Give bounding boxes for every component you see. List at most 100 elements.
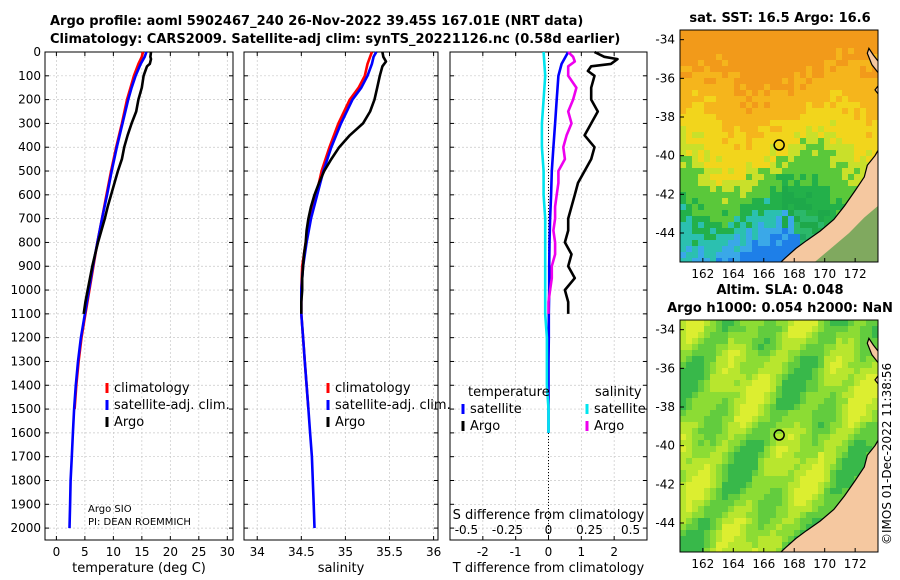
y-tick-label: 1700 bbox=[10, 450, 41, 464]
map-y-tick-label: -44 bbox=[655, 516, 675, 530]
map-x-tick-label: 172 bbox=[844, 267, 867, 281]
x-tick-label: 34 bbox=[250, 545, 265, 559]
legend-label: Argo bbox=[594, 419, 624, 434]
argo-location-marker bbox=[773, 139, 785, 151]
y-tick-label: 1500 bbox=[10, 402, 41, 416]
x-tick-label: 30 bbox=[220, 545, 235, 559]
x-axis-label: salinity bbox=[318, 561, 365, 576]
x-tick-label: -1 bbox=[510, 545, 522, 559]
map-y-tick-label: -38 bbox=[655, 400, 675, 414]
series-salinity-argo bbox=[547, 51, 578, 314]
x-tick-label: 1 bbox=[578, 545, 586, 559]
figure-title-line1: Argo profile: aoml 5902467_240 26-Nov-20… bbox=[50, 14, 584, 29]
map-y-tick-label: -34 bbox=[655, 323, 675, 337]
y-tick-label: 1400 bbox=[10, 378, 41, 392]
sla_map: 162 164 166 168 170 172 -34 -36 -38 -40 -42 -44 bbox=[655, 319, 879, 571]
x-tick-label: 25 bbox=[191, 545, 206, 559]
top-tick-label: -0.5 bbox=[455, 523, 478, 537]
x-tick-label: 0 bbox=[53, 545, 61, 559]
x-tick-label: 15 bbox=[134, 545, 149, 559]
map-y-tick-label: -38 bbox=[655, 110, 675, 124]
salinity-panel: 34 34.5 35 35.5 36 salinity climatology satelli… bbox=[243, 51, 451, 576]
legend-label: satellite bbox=[470, 402, 522, 417]
y-tick-label: 0 bbox=[33, 45, 41, 59]
y-tick-label: 300 bbox=[18, 116, 41, 130]
top-tick-label: -0.25 bbox=[492, 523, 523, 537]
map-y-tick-label: -40 bbox=[655, 149, 675, 163]
y-tick-label: 500 bbox=[18, 164, 41, 178]
temperature-panel: 0100200300400500600700800900100011001200… bbox=[10, 45, 234, 576]
land-2 bbox=[874, 85, 878, 95]
axes-frame bbox=[44, 51, 234, 541]
x-tick-label: 34.5 bbox=[288, 545, 315, 559]
x-tick-label: 35.5 bbox=[376, 545, 403, 559]
figure-title-line2: Climatology: CARS2009. Satellite-adj cli… bbox=[50, 32, 621, 47]
x-tick-label: 10 bbox=[106, 545, 121, 559]
x-tick-label: 20 bbox=[163, 545, 178, 559]
y-tick-label: 800 bbox=[18, 235, 41, 249]
map-x-tick-label: 172 bbox=[844, 557, 867, 571]
y-tick-label: 1100 bbox=[10, 307, 41, 321]
map-y-tick-label: -36 bbox=[655, 361, 675, 375]
top-tick-label: 0.25 bbox=[576, 523, 603, 537]
legend-title-temperature: temperature bbox=[468, 385, 550, 400]
map-frame bbox=[679, 29, 879, 263]
x-tick-label: 0 bbox=[545, 545, 553, 559]
x-tick-label: 35 bbox=[338, 545, 353, 559]
y-tick-label: 1000 bbox=[10, 283, 41, 297]
sst_map: 162 164 166 168 170 172 -34 -36 -38 -40 -42 -44 bbox=[655, 29, 879, 281]
argo-location-marker bbox=[773, 429, 785, 441]
y-tick-label: 1800 bbox=[10, 473, 41, 487]
map-y-tick-label: -42 bbox=[655, 187, 675, 201]
y-tick-label: 400 bbox=[18, 140, 41, 154]
x-axis-label: temperature (deg C) bbox=[72, 561, 206, 576]
sla-map-title-2: Argo h1000: 0.054 h2000: NaN bbox=[667, 301, 893, 316]
x-axis-label: T difference from climatology bbox=[452, 561, 645, 576]
coastal-band bbox=[814, 205, 878, 262]
x-tick-label: -2 bbox=[477, 545, 489, 559]
map-x-tick-label: 162 bbox=[691, 557, 714, 571]
map-x-tick-label: 164 bbox=[722, 557, 745, 571]
legend-label: satellite-adj. clim. bbox=[335, 398, 451, 413]
map-x-tick-label: 168 bbox=[783, 557, 806, 571]
imos-credit: ©IMOS 01-Dec-2022 11:38:56 bbox=[880, 362, 894, 545]
y-tick-label: 1300 bbox=[10, 354, 41, 368]
legend-label: climatology bbox=[114, 381, 190, 396]
y-tick-label: 200 bbox=[18, 93, 41, 107]
y-tick-label: 1900 bbox=[10, 497, 41, 511]
y-tick-label: 700 bbox=[18, 212, 41, 226]
map-x-tick-label: 170 bbox=[813, 557, 836, 571]
map-frame bbox=[679, 319, 879, 553]
legend-title-salinity: salinity bbox=[595, 385, 642, 400]
annotation-institution: Argo SIO bbox=[88, 504, 132, 515]
axes-frame bbox=[243, 51, 439, 541]
y-tick-label: 600 bbox=[18, 188, 41, 202]
series-temperature-satellite bbox=[547, 51, 570, 433]
map-x-tick-label: 166 bbox=[752, 557, 775, 571]
legend-label: satellite bbox=[594, 402, 646, 417]
land-0 bbox=[780, 439, 878, 552]
land-2 bbox=[874, 375, 878, 385]
series-salinity-satellite bbox=[540, 51, 550, 433]
map-y-tick-label: -36 bbox=[655, 71, 675, 85]
y-tick-label: 900 bbox=[18, 259, 41, 273]
x-tick-label: 2 bbox=[610, 545, 618, 559]
map-y-tick-label: -40 bbox=[655, 439, 675, 453]
land-1 bbox=[866, 337, 878, 364]
x-tick-label: 5 bbox=[81, 545, 89, 559]
map-x-tick-label: 168 bbox=[783, 267, 806, 281]
legend-label: Argo bbox=[114, 415, 144, 430]
annotation-pi: PI: DEAN ROEMMICH bbox=[88, 517, 191, 528]
map-x-tick-label: 162 bbox=[691, 267, 714, 281]
legend-label: Argo bbox=[335, 415, 365, 430]
sla_map-field bbox=[680, 320, 878, 552]
legend-label: Argo bbox=[470, 419, 500, 434]
top-tick-label: 0.5 bbox=[621, 523, 640, 537]
series-temperature-argo bbox=[563, 50, 619, 314]
map-y-tick-label: -44 bbox=[655, 226, 675, 240]
difference-panel: -2 -1 0 1 2 T difference from climatology temp… bbox=[449, 50, 648, 576]
y-tick-label: 1200 bbox=[10, 331, 41, 345]
y-tick-label: 1600 bbox=[10, 426, 41, 440]
legend-label: satellite-adj. clim. bbox=[114, 398, 230, 413]
